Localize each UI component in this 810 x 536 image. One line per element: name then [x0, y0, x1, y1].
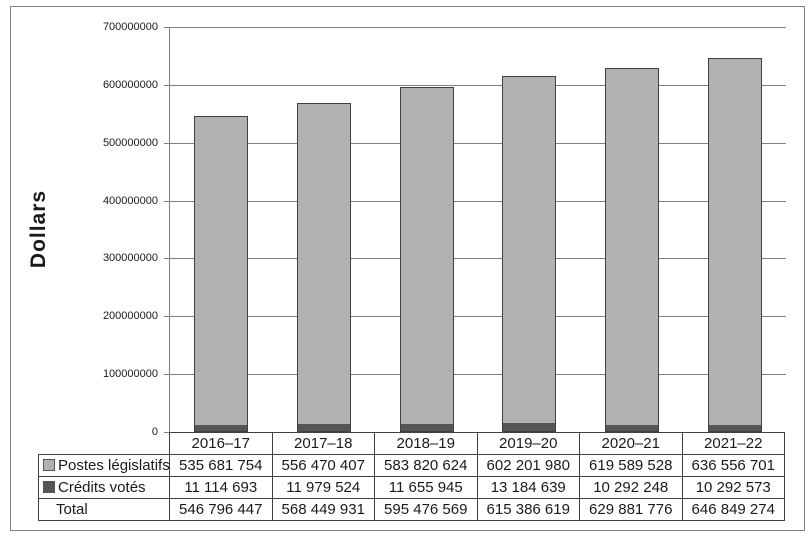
table-cell-value: 546 796 447 — [169, 498, 273, 521]
table-cell-value: 13 184 639 — [476, 476, 580, 499]
y-axis-tick-label: 200000000 — [102, 310, 158, 323]
y-axis-tick-label: 100000000 — [102, 368, 158, 381]
y-axis-tick — [164, 374, 169, 376]
y-axis-tick — [164, 27, 169, 28]
table-row-credits-votes: Crédits votés 11 114 693 11 979 524 11 655 … — [38, 476, 785, 499]
table-cell-value: 629 881 776 — [579, 498, 683, 521]
table-header-year: 2021–22 — [681, 432, 785, 455]
bar-segment-credits-votes — [606, 425, 658, 431]
y-axis-tick — [164, 432, 169, 433]
y-axis-tick — [164, 316, 169, 318]
bar-segment-credits-votes — [503, 423, 556, 431]
table-cell-value: 636 556 701 — [681, 454, 785, 477]
y-axis-tick-label: 400000000 — [102, 194, 158, 207]
table-cell-value: 11 114 693 — [169, 476, 273, 499]
bar-2019-20 — [502, 76, 557, 432]
plot-area — [164, 27, 786, 433]
y-axis-tick — [164, 258, 169, 260]
gridline — [170, 27, 786, 28]
table-header-year: 2018–19 — [374, 432, 478, 455]
y-axis-title: Dollars — [27, 189, 50, 269]
table-header-year: 2016–17 — [169, 432, 273, 455]
bar-segment-credits-votes — [708, 425, 761, 431]
gridline — [170, 258, 786, 260]
gridline — [170, 84, 786, 86]
y-axis-tick-label: 0 — [151, 426, 158, 438]
data-table: 2016–17 2017–18 2018–19 2019–20 2020–21 2021–… — [38, 432, 785, 521]
y-axis-tick-label: 300000000 — [102, 252, 158, 265]
table-cell-value: 646 849 274 — [681, 498, 785, 521]
gridline — [170, 200, 786, 202]
gridline — [170, 316, 786, 318]
table-row-label: Total — [38, 498, 170, 521]
table-cell-value: 556 470 407 — [271, 454, 375, 477]
y-axis-tick — [164, 142, 169, 144]
table-row-label: Postes législatifs — [38, 454, 170, 477]
table-cell-value: 595 476 569 — [374, 498, 478, 521]
table-corner-ghost-cell — [39, 433, 170, 455]
bar-segment-credits-votes — [400, 424, 453, 431]
y-axis-tick-label: 700000000 — [102, 21, 158, 33]
table-cell-value: 11 655 945 — [374, 476, 478, 499]
legend-swatch-postes-legislatifs — [43, 459, 55, 471]
bar-2016-17 — [194, 116, 249, 432]
bar-segment-credits-votes — [298, 424, 350, 431]
table-cell-value: 11 979 524 — [271, 476, 375, 499]
gridline — [170, 374, 786, 376]
table-cell-value: 10 292 248 — [579, 476, 683, 499]
table-row-label: Crédits votés — [38, 476, 170, 499]
bar-segment-credits-votes — [195, 425, 248, 431]
table-cell-value: 568 449 931 — [271, 498, 375, 521]
table-cell-value: 619 589 528 — [579, 454, 683, 477]
bar-2017-18 — [297, 103, 351, 432]
table-cell-value: 602 201 980 — [476, 454, 580, 477]
table-header-year: 2019–20 — [476, 432, 580, 455]
y-axis-tick-label: 500000000 — [102, 136, 158, 149]
table-cell-value: 615 386 619 — [476, 498, 580, 521]
y-axis-tick — [164, 200, 169, 202]
y-axis-tick — [164, 84, 169, 86]
legend-swatch-credits-votes — [43, 481, 55, 493]
gridline — [170, 142, 786, 144]
table-cell-value: 10 292 573 — [681, 476, 785, 499]
y-axis-tick-label: 600000000 — [102, 78, 158, 91]
table-header-year: 2020–21 — [579, 432, 683, 455]
table-cell-value: 535 681 754 — [169, 454, 273, 477]
bar-2021-22 — [707, 58, 762, 432]
bar-2020-21 — [605, 68, 659, 432]
table-header-year: 2017–18 — [271, 432, 375, 455]
table-cell-value: 583 820 624 — [374, 454, 478, 477]
bar-2018-19 — [399, 87, 454, 432]
table-row-postes-legislatifs: Postes législatifs 535 681 754 556 470 407… — [38, 454, 785, 477]
table-row-total: Total 546 796 447 568 449 931 595 476 569 61… — [38, 498, 785, 521]
